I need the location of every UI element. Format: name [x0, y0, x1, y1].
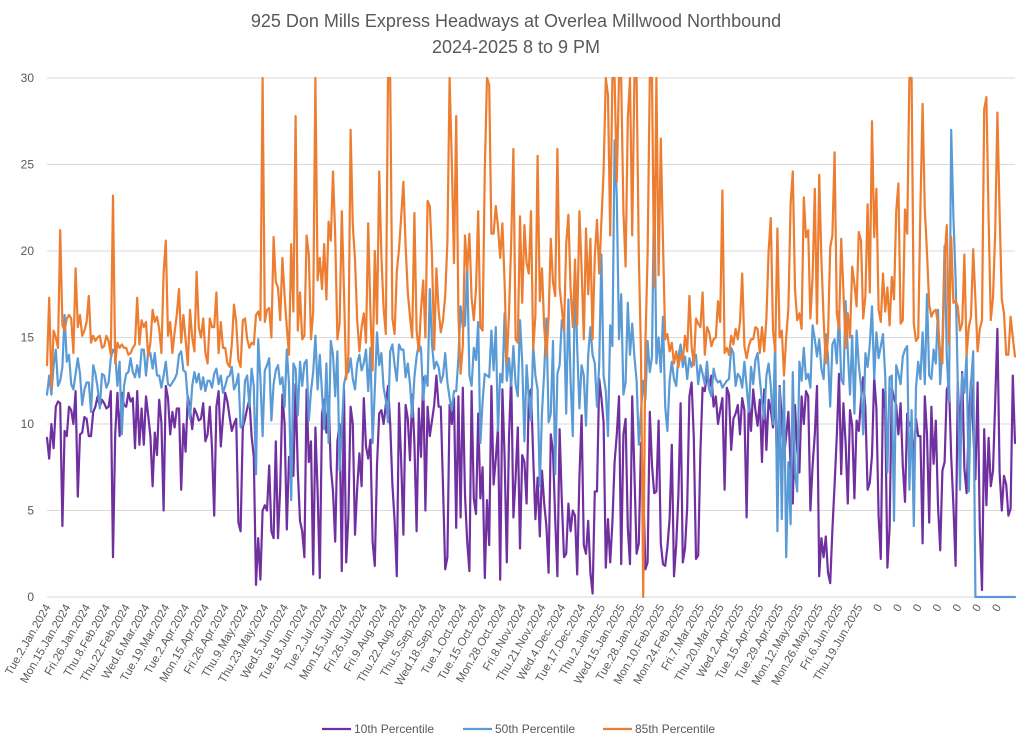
series-line-10th-percentile [45, 327, 1017, 595]
x-tick-label: 0 [911, 603, 925, 615]
chart-title: 925 Don Mills Express Headways at Overle… [251, 11, 781, 31]
x-tick-label: 0 [971, 603, 985, 615]
legend-label: 50th Percentile [495, 722, 575, 736]
y-tick-label: 15 [21, 331, 35, 345]
y-tick-label: 5 [27, 504, 34, 518]
legend-label: 10th Percentile [354, 722, 434, 736]
y-tick-label: 25 [21, 158, 35, 172]
x-tick-label: 0 [891, 603, 905, 615]
y-tick-label: 30 [21, 71, 35, 85]
x-tick-label: 0 [872, 603, 886, 615]
series-line-85th-percentile [45, 76, 1017, 599]
legend-item: 10th Percentile [322, 722, 434, 736]
y-axis-ticks: 0 5 10 15 20 25 30 [21, 71, 35, 604]
series-line-50th-percentile [45, 128, 1017, 599]
y-tick-label: 10 [21, 417, 35, 431]
series-lines [45, 76, 1017, 599]
legend-item: 50th Percentile [463, 722, 575, 736]
x-tick-label: 0 [990, 603, 1004, 615]
legend: 10th Percentile 50th Percentile 85th Perce… [322, 722, 715, 736]
legend-item: 85th Percentile [603, 722, 715, 736]
y-tick-label: 0 [27, 590, 34, 604]
legend-label: 85th Percentile [635, 722, 715, 736]
y-tick-label: 20 [21, 244, 35, 258]
x-tick-label: 0 [931, 603, 945, 615]
x-axis-ticks: Tue.2.Jan.2024Mon.15.Jan.2024Fri.26.Jan.… [3, 602, 1004, 688]
chart-subtitle: 2024-2025 8 to 9 PM [432, 37, 600, 57]
x-tick-label: 0 [951, 603, 965, 615]
